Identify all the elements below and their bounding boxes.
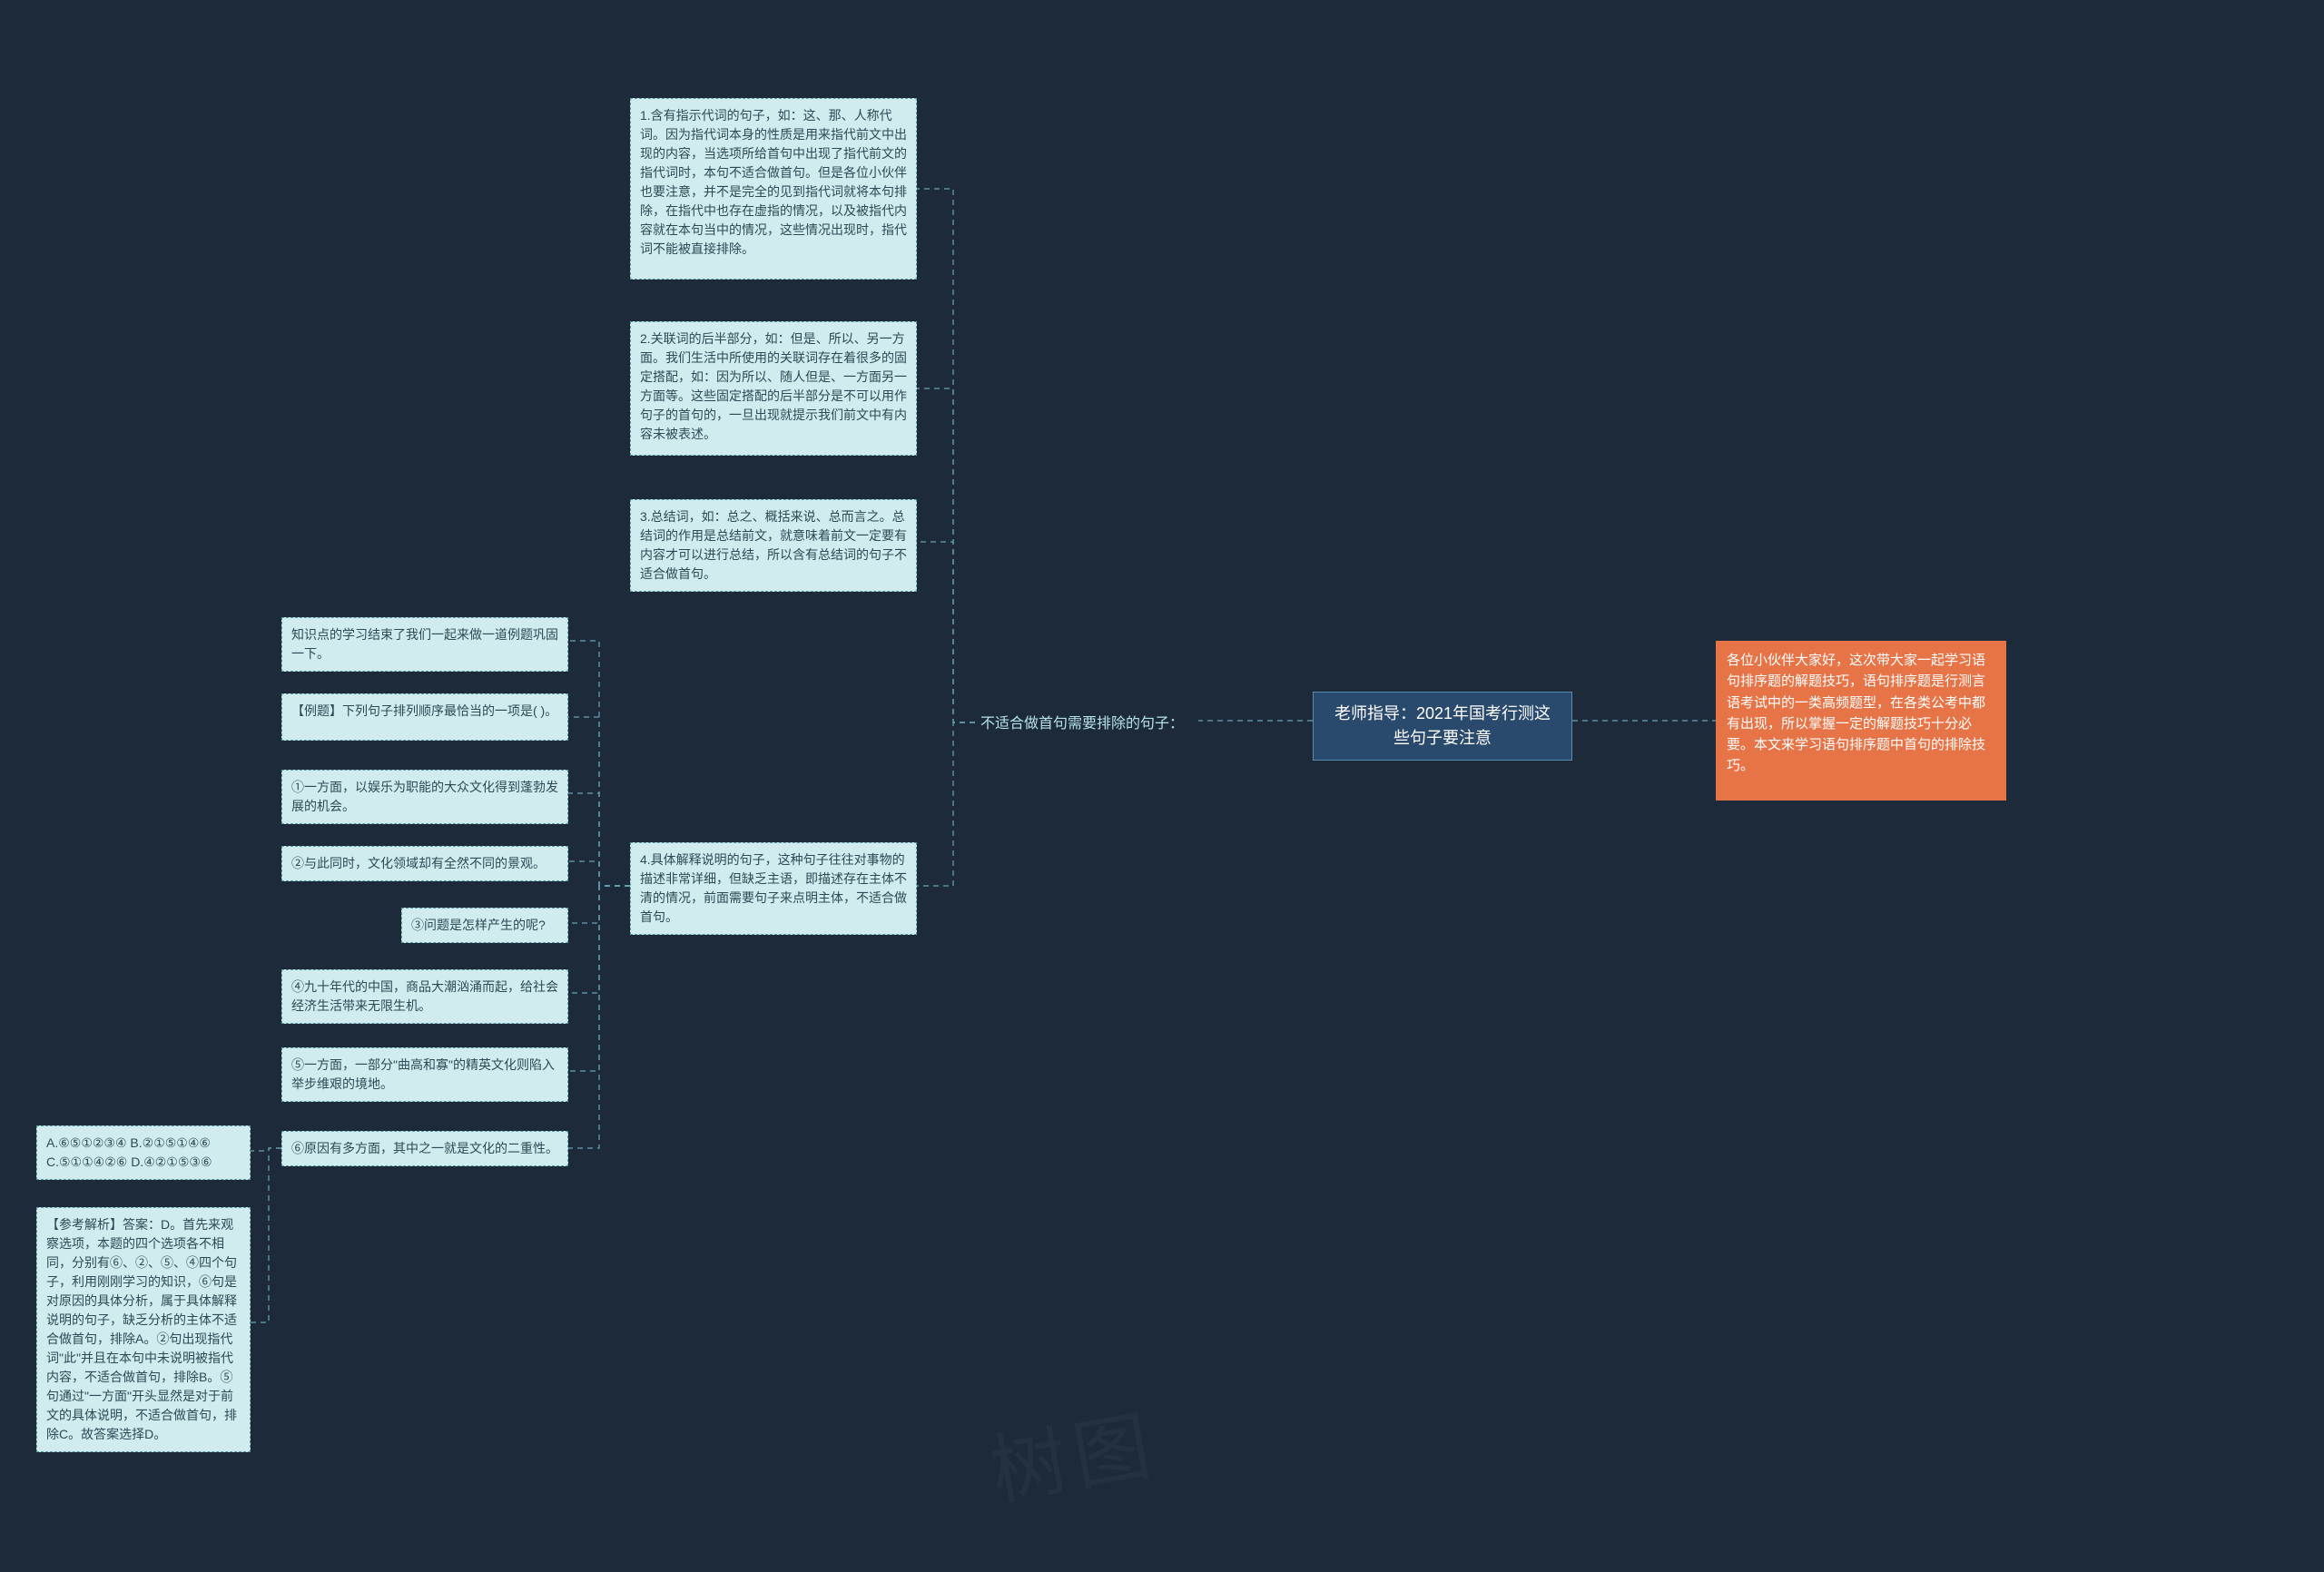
watermark: 树图 <box>981 1384 1165 1521</box>
rule-text: 4.具体解释说明的句子，这种句子往往对事物的描述非常详细，但缺乏主语，即描述存在… <box>640 852 907 924</box>
level2-text: 不适合做首句需要排除的句子： <box>980 716 1184 732</box>
rule-text: 1.含有指示代词的句子，如：这、那、人称代词。因为指代词本身的性质是用来指代前文… <box>640 108 907 256</box>
level2-heading[interactable]: 不适合做首句需要排除的句子： <box>975 710 1198 739</box>
rule-node-1[interactable]: 1.含有指示代词的句子，如：这、那、人称代词。因为指代词本身的性质是用来指代前文… <box>630 98 917 280</box>
example-node-6[interactable]: ④九十年代的中国，商品大潮汹涌而起，给社会经济生活带来无限生机。 <box>281 969 568 1024</box>
example-node-2[interactable]: 【例题】下列句子排列顺序最恰当的一项是( )。 <box>281 693 568 741</box>
rule-text: 3.总结词，如：总之、概括来说、总而言之。总结词的作用是总结前文，就意味着前文一… <box>640 509 907 581</box>
answer-node-2[interactable]: 【参考解析】答案：D。首先来观察选项，本题的四个选项各不相同，分别有⑥、②、⑤、… <box>36 1207 251 1452</box>
answer-text: A.⑥⑤①②③④ B.②①⑤①④⑥ C.⑤①①④②⑥ D.④②①⑤③⑥ <box>46 1135 212 1169</box>
rule-node-2[interactable]: 2.关联词的后半部分，如：但是、所以、另一方面。我们生活中所使用的关联词存在着很… <box>630 321 917 456</box>
example-text: ①一方面，以娱乐为职能的大众文化得到蓬勃发展的机会。 <box>291 780 558 813</box>
rule-node-4[interactable]: 4.具体解释说明的句子，这种句子往往对事物的描述非常详细，但缺乏主语，即描述存在… <box>630 842 917 935</box>
example-text: ④九十年代的中国，商品大潮汹涌而起，给社会经济生活带来无限生机。 <box>291 979 558 1013</box>
example-node-3[interactable]: ①一方面，以娱乐为职能的大众文化得到蓬勃发展的机会。 <box>281 770 568 824</box>
example-node-4[interactable]: ②与此同时，文化领域却有全然不同的景观。 <box>281 846 568 881</box>
root-node[interactable]: 老师指导：2021年国考行测这些句子要注意 <box>1313 692 1572 761</box>
example-text: 【例题】下列句子排列顺序最恰当的一项是( )。 <box>291 703 557 718</box>
example-node-5[interactable]: ③问题是怎样产生的呢? <box>401 908 568 943</box>
rule-node-3[interactable]: 3.总结词，如：总之、概括来说、总而言之。总结词的作用是总结前文，就意味着前文一… <box>630 499 917 592</box>
example-node-7[interactable]: ⑤一方面，一部分"曲高和寡"的精英文化则陷入举步维艰的境地。 <box>281 1047 568 1102</box>
example-text: 知识点的学习结束了我们一起来做一道例题巩固一下。 <box>291 627 558 661</box>
intro-text: 各位小伙伴大家好，这次带大家一起学习语句排序题的解题技巧，语句排序题是行测言语考… <box>1727 653 1985 773</box>
example-text: ③问题是怎样产生的呢? <box>411 918 546 932</box>
answer-node-1[interactable]: A.⑥⑤①②③④ B.②①⑤①④⑥ C.⑤①①④②⑥ D.④②①⑤③⑥ <box>36 1125 251 1180</box>
example-text: ⑥原因有多方面，其中之一就是文化的二重性。 <box>291 1141 558 1155</box>
intro-node[interactable]: 各位小伙伴大家好，这次带大家一起学习语句排序题的解题技巧，语句排序题是行测言语考… <box>1716 641 2006 801</box>
example-text: ②与此同时，文化领域却有全然不同的景观。 <box>291 856 546 870</box>
rule-text: 2.关联词的后半部分，如：但是、所以、另一方面。我们生活中所使用的关联词存在着很… <box>640 331 907 441</box>
example-node-1[interactable]: 知识点的学习结束了我们一起来做一道例题巩固一下。 <box>281 617 568 672</box>
example-text: ⑤一方面，一部分"曲高和寡"的精英文化则陷入举步维艰的境地。 <box>291 1057 555 1091</box>
answer-text: 【参考解析】答案：D。首先来观察选项，本题的四个选项各不相同，分别有⑥、②、⑤、… <box>46 1217 237 1441</box>
example-node-8[interactable]: ⑥原因有多方面，其中之一就是文化的二重性。 <box>281 1131 568 1166</box>
root-text: 老师指导：2021年国考行测这些句子要注意 <box>1334 704 1551 747</box>
